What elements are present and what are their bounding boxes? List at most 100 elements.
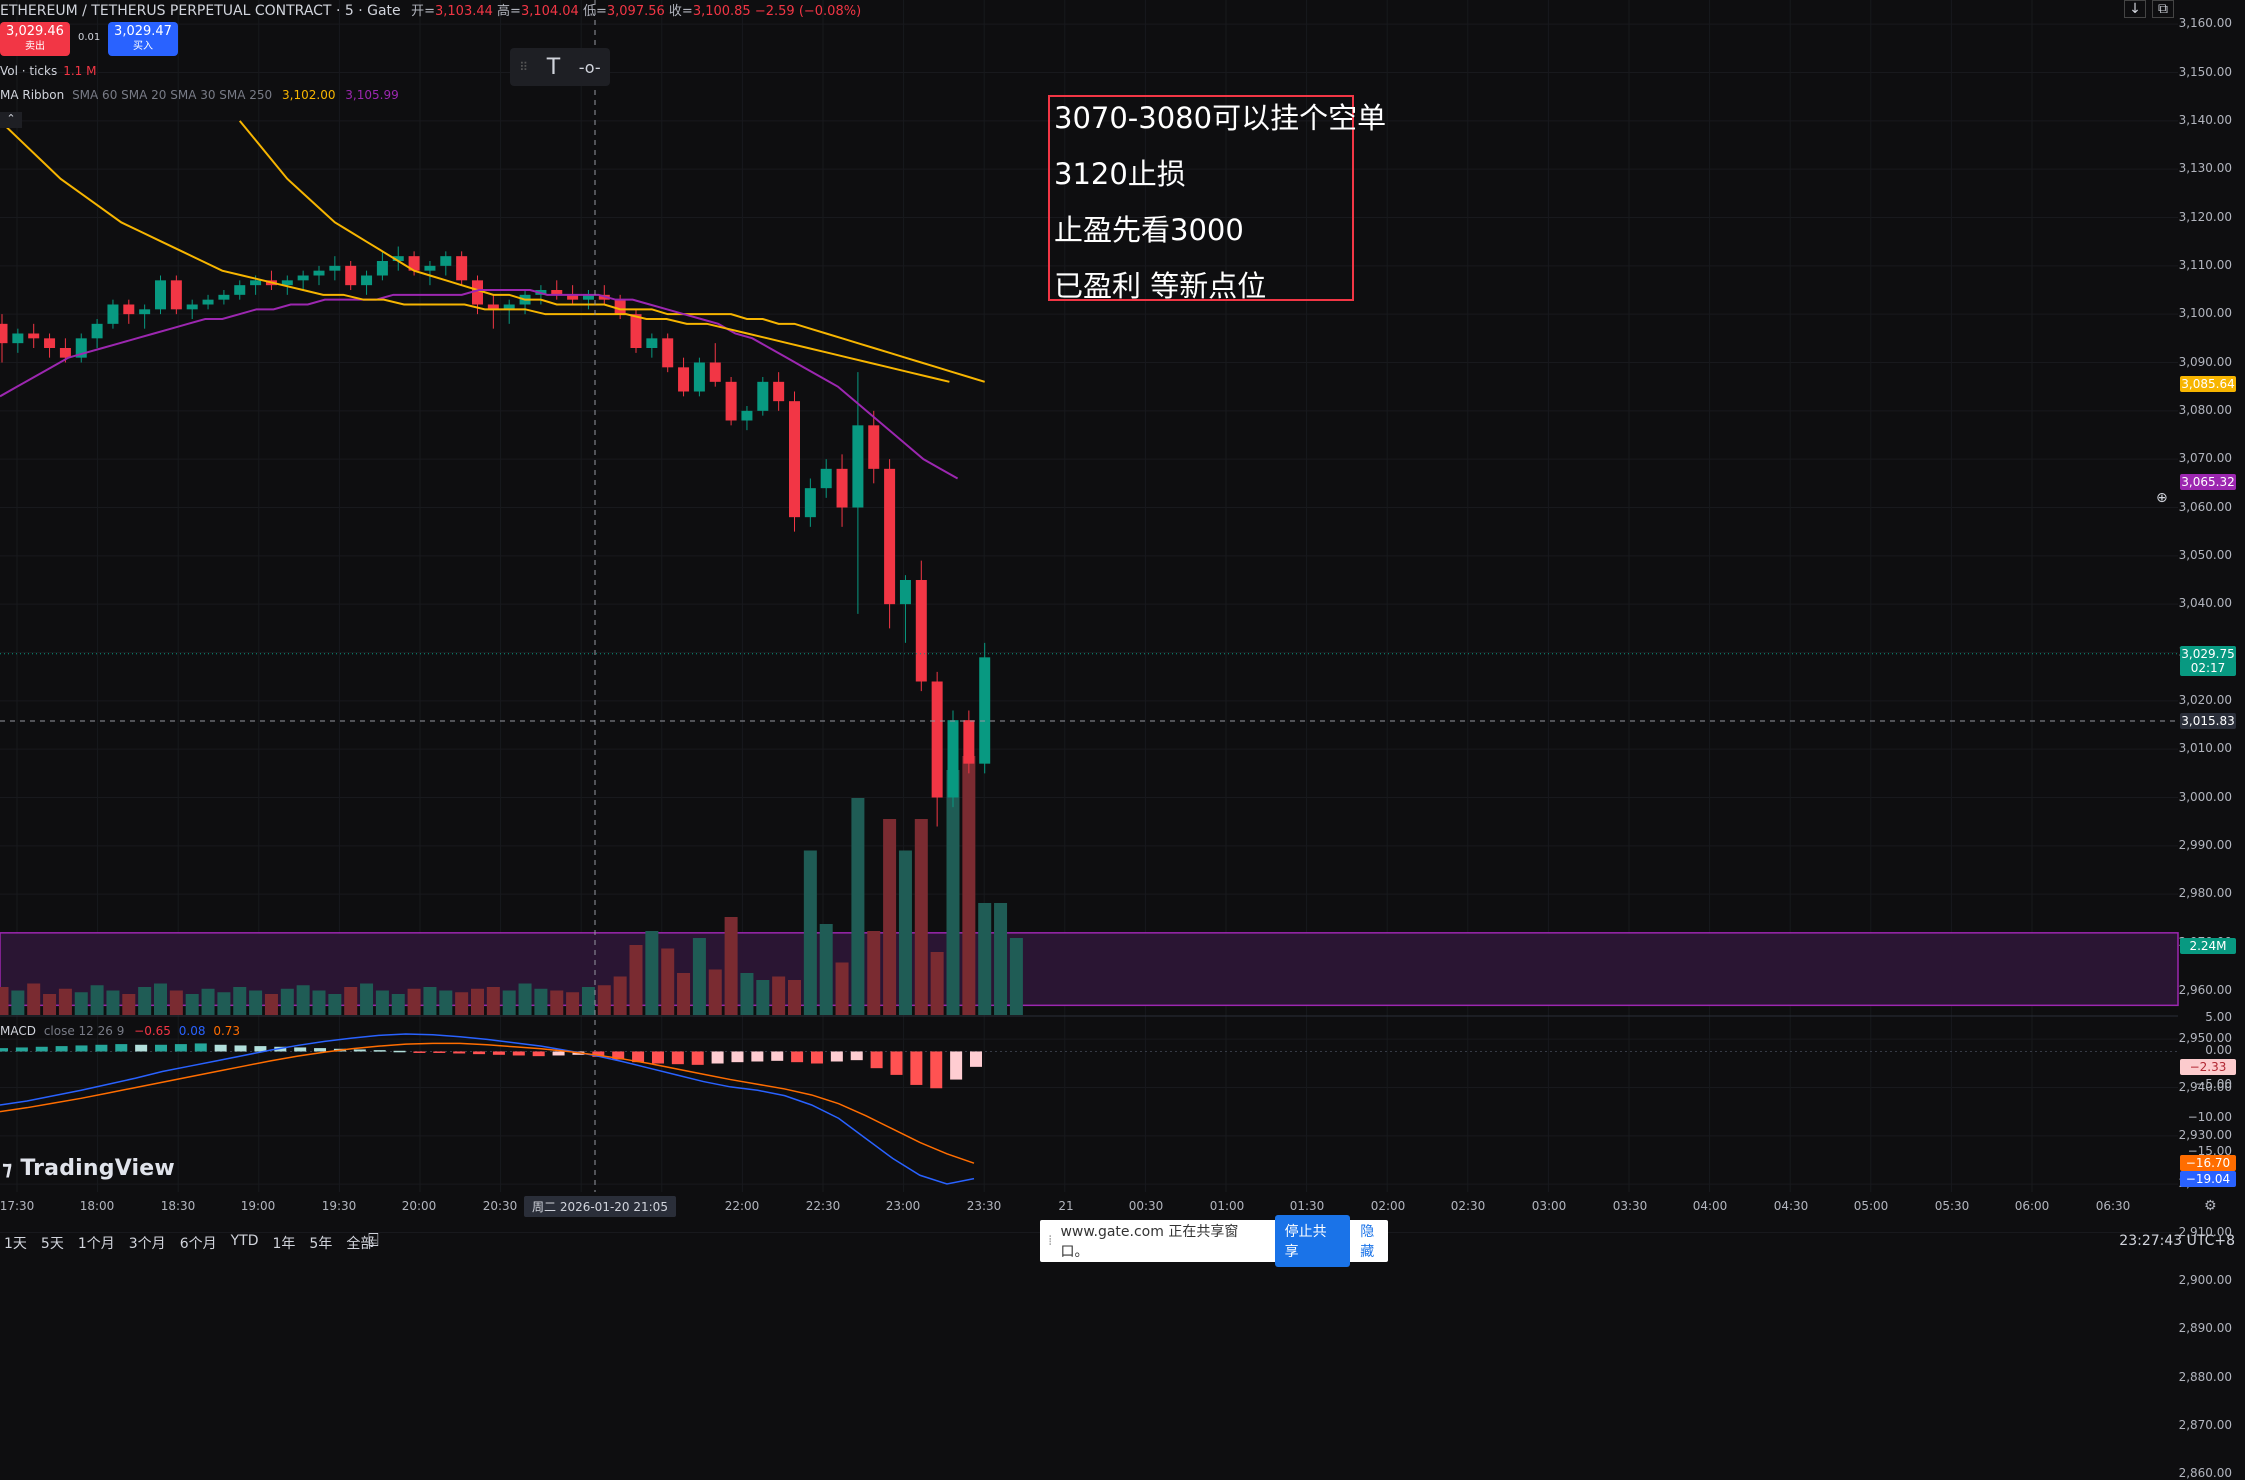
- candle-body: [44, 338, 56, 348]
- range-button[interactable]: YTD: [230, 1233, 259, 1249]
- price-tick-label: 2,880.00: [2178, 1369, 2232, 1384]
- close-label: 收=: [668, 4, 693, 19]
- volume-bar: [597, 985, 611, 1015]
- candle-body: [852, 425, 864, 508]
- order-quantity[interactable]: 0.01: [78, 32, 101, 43]
- macd-hist-bar: [254, 1046, 267, 1052]
- range-button[interactable]: 1年: [272, 1236, 296, 1252]
- price-tick-label: 3,120.00: [2178, 209, 2232, 224]
- add-alert-icon[interactable]: ⊕: [2156, 490, 2168, 506]
- price-tick-label: 2,960.00: [2178, 982, 2232, 997]
- ohlc-readout: 开=3,103.44 高=3,104.04 低=3,097.56 收=3,100…: [411, 4, 861, 19]
- download-icon[interactable]: ↓: [2124, 0, 2146, 18]
- macd-hist-bar: [373, 1050, 386, 1052]
- price-chart[interactable]: [0, 0, 2245, 1274]
- candle-body: [59, 348, 71, 358]
- range-button[interactable]: 1天: [4, 1236, 27, 1252]
- macd-signal-value: 0.73: [213, 1024, 241, 1038]
- volume-bar: [328, 994, 342, 1015]
- time-tick-label: 20:30: [482, 1199, 518, 1213]
- candle-body: [123, 304, 135, 315]
- volume-bar: [803, 850, 817, 1015]
- time-tick-label: 22:00: [724, 1199, 760, 1213]
- axis-settings-gear-icon[interactable]: ⚙: [2204, 1198, 2217, 1214]
- volume-indicator-legend[interactable]: Vol · ticks 1.1 M: [0, 64, 97, 78]
- range-button[interactable]: 6个月: [179, 1236, 217, 1252]
- low-value: 3,097.56: [606, 4, 665, 19]
- trade-note-box[interactable]: 3070-3080可以挂个空单 3120止损 止盈先看3000 已盈利 等新点位: [1048, 95, 1387, 303]
- sell-button[interactable]: 3,029.46 卖出: [0, 22, 70, 56]
- crosshair-time-label: 周二 2026-01-20 21:05: [524, 1196, 676, 1217]
- text-tool-icon[interactable]: T: [546, 54, 561, 80]
- candle-body: [709, 362, 721, 382]
- price-tick-label: 3,140.00: [2178, 112, 2232, 127]
- time-tick-label: 03:30: [1612, 1199, 1648, 1213]
- macd-legend[interactable]: MACD close 12 26 9 −0.65 0.08 0.73: [0, 1024, 240, 1038]
- price-tick-label: 2,900.00: [2178, 1272, 2232, 1287]
- volume-bar: [296, 985, 310, 1015]
- volume-bar: [90, 985, 104, 1015]
- range-button[interactable]: 3个月: [128, 1236, 166, 1252]
- price-tag: 3,015.83: [2180, 712, 2236, 729]
- macd-hist-bar: [930, 1051, 943, 1089]
- utc-clock[interactable]: 23:27:43 UTC+8: [2119, 1233, 2235, 1249]
- volume-bar: [566, 992, 580, 1015]
- line-tool-icon[interactable]: -o-: [578, 57, 601, 77]
- collapse-legend-icon[interactable]: ⌃: [0, 112, 22, 128]
- range-button[interactable]: 5天: [40, 1236, 64, 1252]
- hide-button[interactable]: 隐藏: [1360, 1224, 1375, 1260]
- volume-bar: [661, 948, 675, 1015]
- macd-hist-bar: [492, 1051, 505, 1055]
- range-button[interactable]: 1个月: [77, 1236, 115, 1252]
- ma-ribbon-legend[interactable]: MA Ribbon SMA 60 SMA 20 SMA 30 SMA 250 3…: [0, 88, 399, 102]
- buy-button[interactable]: 3,029.47 买入: [108, 22, 178, 56]
- ma-ribbon-label: MA Ribbon: [0, 88, 65, 102]
- candle-body: [28, 333, 40, 339]
- stop-sharing-button[interactable]: 停止共享: [1274, 1215, 1351, 1267]
- candle-body: [218, 294, 230, 300]
- volume-bar: [819, 924, 833, 1015]
- price-tick-label: 3,050.00: [2178, 547, 2232, 562]
- symbol-title[interactable]: ETHEREUM / TETHERUS PERPETUAL CONTRACT ·…: [0, 3, 401, 19]
- range-button[interactable]: 5年: [309, 1236, 333, 1252]
- price-tick-label: 2,940.00: [2178, 1079, 2232, 1094]
- time-tick-label: 02:30: [1450, 1199, 1486, 1213]
- screenshot-icon[interactable]: ⧉: [2152, 0, 2174, 18]
- volume-bar: [249, 990, 263, 1015]
- time-tick-label: 22:30: [805, 1199, 841, 1213]
- candle-body: [693, 362, 705, 392]
- volume-bar: [724, 917, 738, 1015]
- ma-slow-line: [0, 120, 950, 383]
- drag-handle-icon[interactable]: ⠿: [519, 60, 529, 74]
- candle-body: [567, 294, 579, 300]
- low-label: 低=: [582, 4, 607, 19]
- time-tick-label: 19:30: [321, 1199, 357, 1213]
- candle-body: [392, 256, 404, 261]
- volume-bar: [613, 976, 627, 1015]
- note-line-1: 3070-3080可以挂个空单: [1054, 101, 1387, 135]
- volume-bar: [169, 990, 183, 1015]
- volume-bar: [550, 990, 564, 1015]
- volume-bar: [534, 988, 548, 1015]
- tradingview-logo: ⁊ TradingView: [2, 1156, 175, 1181]
- goto-date-icon[interactable]: ⌸: [368, 1230, 379, 1251]
- grip-icon[interactable]: ⁞: [1048, 1233, 1053, 1249]
- macd-hist-bar: [55, 1046, 68, 1052]
- price-tick-label: 3,070.00: [2178, 451, 2232, 466]
- high-value: 3,104.04: [520, 4, 579, 19]
- macd-hist-bar: [75, 1045, 88, 1052]
- time-axis[interactable]: 17:30 18:00 18:30 19:00 19:30 20:00 20:30 22:00…: [0, 1194, 2245, 1218]
- price-tick-label: 3,080.00: [2178, 402, 2232, 417]
- candle-body: [250, 280, 262, 286]
- macd-hist-bar: [890, 1051, 903, 1075]
- price-tick-label: 3,160.00: [2178, 16, 2232, 31]
- candle-body: [281, 280, 293, 286]
- volume-bar: [391, 994, 405, 1015]
- volume-bar: [518, 983, 532, 1015]
- time-tick-label: 04:30: [1773, 1199, 1809, 1213]
- candle-body: [503, 304, 515, 310]
- time-tick-label: 05:00: [1853, 1199, 1889, 1213]
- macd-hist-bar: [970, 1051, 982, 1067]
- high-label: 高=: [497, 4, 521, 19]
- range-button[interactable]: 全部: [346, 1236, 375, 1252]
